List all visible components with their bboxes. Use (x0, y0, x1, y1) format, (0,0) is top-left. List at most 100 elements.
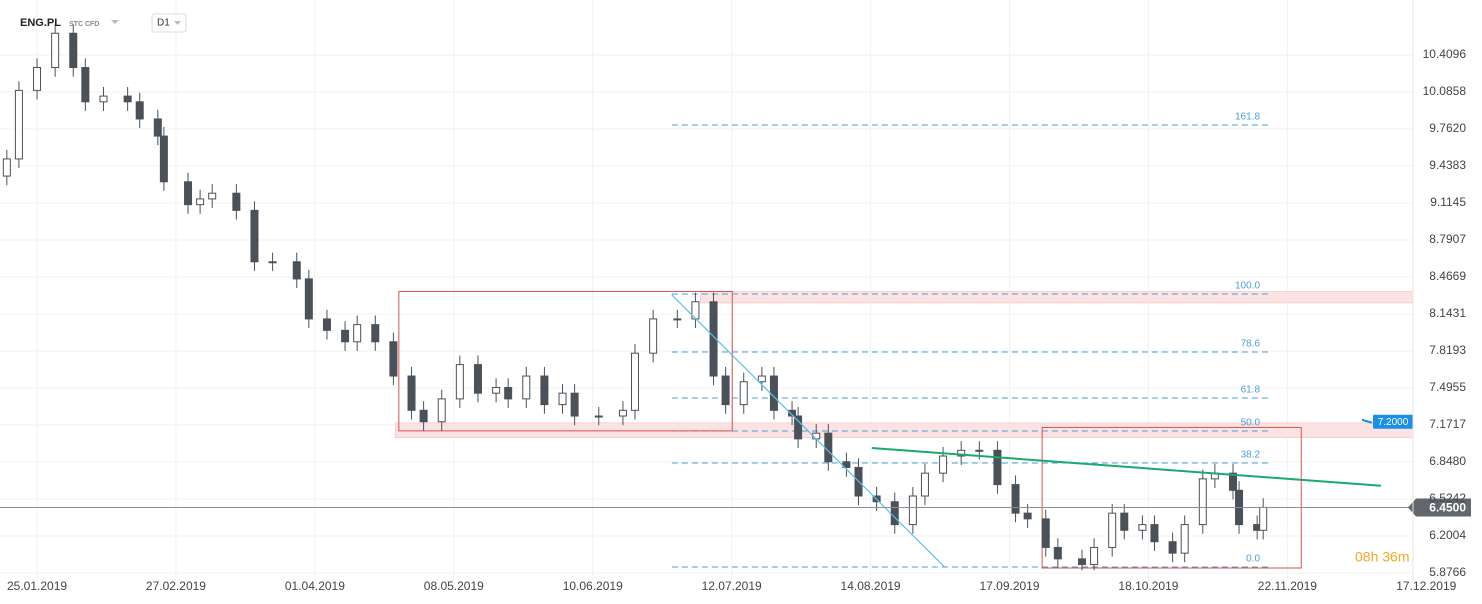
x-tick-label: 01.04.2019 (285, 579, 345, 593)
candle-body (371, 324, 380, 343)
y-tick-label: 5.8766 (1429, 565, 1466, 579)
y-tick-label: 10.4096 (1423, 47, 1467, 61)
y-tick-label: 9.4383 (1429, 158, 1466, 172)
candle-body (794, 415, 803, 440)
candle-body (473, 364, 482, 394)
candle-body (1108, 512, 1117, 548)
candle-body (908, 495, 917, 526)
x-tick-label: 08.05.2019 (424, 579, 484, 593)
x-tick-label: 17.09.2019 (979, 579, 1039, 593)
candle-body (1011, 484, 1020, 514)
candle-body (649, 318, 658, 354)
x-tick-label: 12.07.2019 (702, 579, 762, 593)
instrument[interactable]: STC CFD (69, 21, 99, 28)
candle-body (268, 261, 277, 264)
candle-body (769, 375, 778, 411)
candle-body (957, 449, 966, 457)
candle-body (81, 67, 90, 103)
y-tick-label: 7.4955 (1429, 380, 1466, 394)
candle-body (1120, 512, 1129, 531)
candle-body (504, 386, 513, 400)
y-tick-label: 8.4669 (1429, 269, 1466, 283)
alert-box (1373, 414, 1413, 429)
candle-body (353, 324, 362, 343)
candle-body (33, 67, 42, 91)
alert-label: 7.2000 (1378, 417, 1409, 428)
fib-label: 38.2 (1241, 450, 1261, 461)
candle-body (558, 392, 567, 406)
x-tick-label: 14.08.2019 (841, 579, 901, 593)
y-tick-label: 9.7620 (1429, 121, 1466, 135)
candle-body (1041, 518, 1050, 548)
y-tick-label: 7.1717 (1429, 417, 1466, 431)
candle-body (123, 95, 132, 103)
candle-body (99, 95, 108, 103)
zone (394, 422, 1414, 439)
trend-line (671, 294, 945, 568)
candle-body (1229, 472, 1237, 491)
candle-body (1090, 546, 1099, 566)
candle-body (492, 386, 501, 394)
last-price-box (1408, 498, 1471, 517)
candle-body (709, 301, 718, 377)
interval-dropdown[interactable] (174, 21, 181, 25)
y-tick-label: 7.8193 (1429, 343, 1466, 357)
candle-body (14, 89, 23, 160)
candle-body (618, 409, 627, 417)
candle-body (196, 198, 205, 206)
overlay: 6.4500 7.2000 08h 36m (0, 294, 1471, 568)
candle-body (788, 409, 797, 417)
fib-label: 78.6 (1241, 339, 1261, 350)
trend-line (871, 447, 1382, 487)
candle-body (304, 278, 313, 320)
candle-body (322, 318, 331, 331)
candle-body (890, 501, 899, 526)
alert-tick (1361, 418, 1373, 424)
fib-label: 161.8 (1235, 112, 1260, 123)
candle-body (250, 209, 259, 263)
zone (699, 291, 1414, 304)
box (398, 290, 733, 432)
candle-body (1198, 478, 1207, 526)
candle-body (51, 32, 60, 69)
candle-body (540, 375, 549, 406)
candle-body (1150, 524, 1159, 543)
y-tick-label: 9.1145 (1430, 195, 1466, 209)
candle-body (184, 181, 193, 206)
countdown: 08h 36m (1355, 549, 1409, 565)
y-tick-label: 8.7907 (1429, 232, 1466, 246)
fib-label: 61.8 (1241, 385, 1261, 396)
candle-body (920, 472, 929, 497)
candle-body (1138, 524, 1147, 531)
x-tick-label: 22.11.2019 (1258, 579, 1317, 593)
candle-body (757, 375, 766, 383)
interval-selector[interactable] (151, 13, 187, 33)
candle-body (419, 409, 428, 423)
x-tick-label: 25.01.2019 (7, 579, 67, 593)
last-price-label: 6.4500 (1429, 501, 1466, 515)
candle-body (389, 341, 398, 377)
candle-body (341, 329, 350, 343)
candle-body (159, 135, 168, 183)
candle-body (437, 398, 446, 423)
symbol-dropdown[interactable] (111, 20, 119, 24)
candle-body (721, 375, 730, 406)
fib-label: 50.0 (1241, 418, 1261, 429)
candle-body (232, 192, 241, 211)
x-tick-label: 17.12.2019 (1396, 579, 1456, 593)
interval[interactable]: D1 (157, 18, 170, 29)
candle-body (1168, 541, 1177, 554)
symbol[interactable]: ENG.PL (20, 17, 61, 29)
candle-body (631, 352, 640, 411)
candle-body (522, 375, 531, 400)
y-tick-label: 10.0858 (1423, 84, 1467, 98)
candle-body (292, 261, 301, 280)
y-tick-label: 6.5242 (1429, 491, 1466, 505)
candle-body (2, 158, 11, 177)
candle-body (939, 455, 948, 474)
candle-body (455, 364, 464, 400)
candle-body (594, 415, 603, 418)
candle-body (673, 318, 682, 321)
